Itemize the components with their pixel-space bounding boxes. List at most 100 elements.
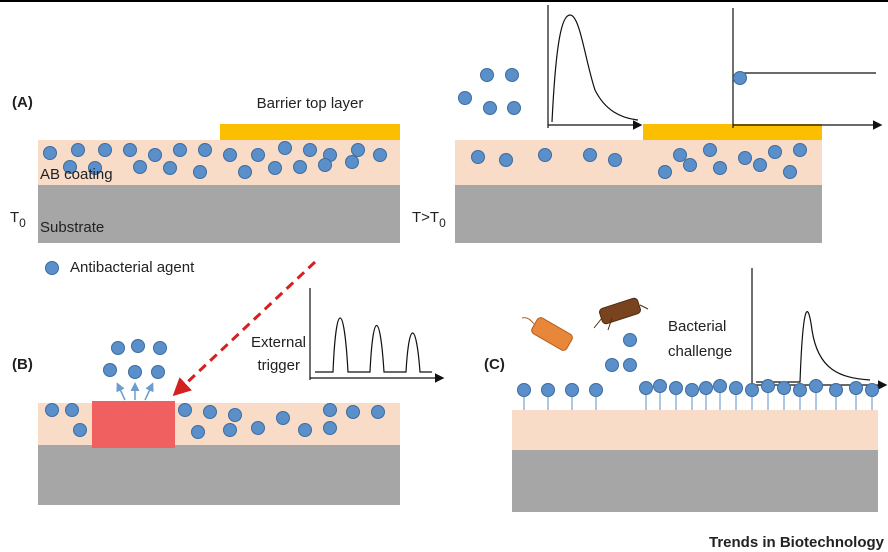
agent [794, 144, 807, 157]
agent [124, 144, 137, 157]
agent [104, 364, 117, 377]
panel-label: (C) [484, 356, 505, 373]
agent [66, 404, 79, 417]
agent [294, 161, 307, 174]
agent [730, 382, 743, 395]
agent [484, 102, 497, 115]
agent [252, 422, 265, 435]
agent [830, 384, 843, 397]
flagellum [522, 318, 534, 324]
page: (A) Barrier top layer AB coating Substra… [0, 0, 888, 552]
agent [352, 144, 365, 157]
agent [481, 69, 494, 82]
temp-label: T0 [10, 209, 26, 230]
agent [304, 144, 317, 157]
agent [324, 404, 337, 417]
agent [506, 69, 519, 82]
agent [674, 149, 687, 162]
agent [659, 166, 672, 179]
temp-main: T [10, 209, 19, 226]
agent [72, 144, 85, 157]
agent [734, 72, 747, 85]
axes [733, 8, 880, 128]
coating [512, 410, 878, 450]
agent [700, 382, 713, 395]
agent [149, 149, 162, 162]
agent [810, 380, 823, 393]
agent [299, 424, 312, 437]
agent [277, 412, 290, 425]
temp-main: T>T [412, 209, 439, 226]
source: Trends in Biotechnology [709, 534, 885, 551]
agent [99, 144, 112, 157]
agent [44, 147, 57, 160]
temp-label: T>T0 [412, 209, 446, 230]
arrow [145, 385, 152, 400]
temp-sub: 0 [19, 216, 26, 230]
challenge-label: challenge [668, 343, 732, 360]
agent [192, 426, 205, 439]
agent [346, 156, 359, 169]
agent [686, 384, 699, 397]
trigger-zone [92, 401, 175, 448]
agent [252, 149, 265, 162]
agent [609, 154, 622, 167]
bacterium [599, 297, 642, 325]
agent [269, 162, 282, 175]
substrate [455, 185, 822, 243]
agent [472, 151, 485, 164]
agent [640, 382, 653, 395]
agent [134, 161, 147, 174]
agent [542, 384, 555, 397]
agent [347, 406, 360, 419]
agent [778, 382, 791, 395]
legend-label: Antibacterial agent [70, 259, 195, 276]
agent [229, 409, 242, 422]
axes [310, 288, 442, 380]
agent [590, 384, 603, 397]
agent [164, 162, 177, 175]
agent [204, 406, 217, 419]
agent [374, 149, 387, 162]
agent [179, 404, 192, 417]
agent [152, 366, 165, 379]
response-curve [756, 312, 870, 382]
agent [714, 380, 727, 393]
agent [518, 384, 531, 397]
agent [132, 340, 145, 353]
agent [324, 422, 337, 435]
substrate-label: Substrate [40, 219, 104, 236]
agent [654, 380, 667, 393]
agent [624, 334, 637, 347]
panel-label: (B) [12, 356, 33, 373]
agent [624, 359, 637, 372]
agent [746, 384, 759, 397]
agent [74, 424, 87, 437]
pulse-curve [315, 318, 432, 372]
agent [194, 166, 207, 179]
arrow [118, 385, 125, 400]
agent [739, 152, 752, 165]
agent [762, 380, 775, 393]
agent [224, 424, 237, 437]
release-arrows [118, 385, 152, 400]
agent [754, 159, 767, 172]
agent [129, 366, 142, 379]
release-curve [552, 15, 638, 122]
agent [539, 149, 552, 162]
agent [500, 154, 513, 167]
agent [508, 102, 521, 115]
panel-label: (A) [12, 94, 33, 111]
agent [46, 262, 59, 275]
agent [850, 382, 863, 395]
barrier [220, 124, 400, 140]
agent [372, 406, 385, 419]
agent [319, 159, 332, 172]
agent [784, 166, 797, 179]
barrier-label: Barrier top layer [257, 95, 364, 112]
trigger-label: External [251, 334, 306, 351]
bacterium [530, 316, 574, 352]
agent [769, 146, 782, 159]
agent [704, 144, 717, 157]
substrate [38, 445, 400, 505]
